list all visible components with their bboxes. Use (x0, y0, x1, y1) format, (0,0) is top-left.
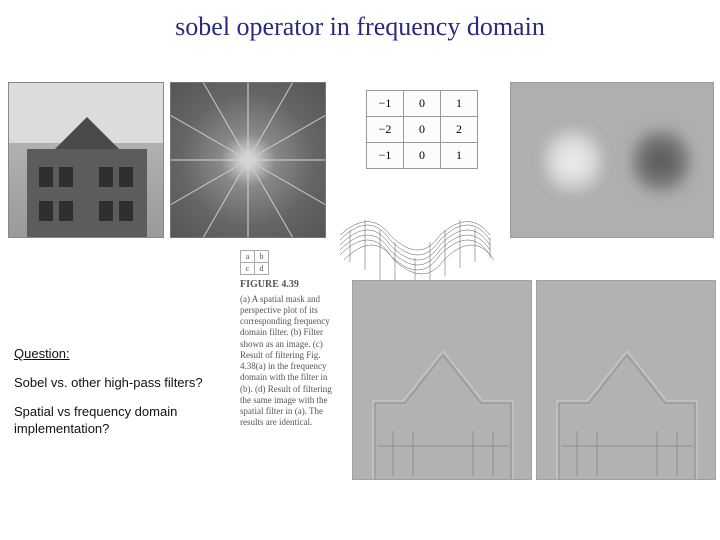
caption-grid-cell: d (255, 263, 269, 275)
kernel-cell: −1 (367, 143, 404, 169)
question-1: Sobel vs. other high-pass filters? (14, 375, 234, 392)
kernel-cell: −1 (367, 91, 404, 117)
filter-image (510, 82, 714, 238)
kernel-cell: 2 (441, 117, 478, 143)
slide-title: sobel operator in frequency domain (0, 12, 720, 42)
fft-spectrum-image (170, 82, 326, 238)
question-2: Spatial vs frequency domain implementati… (14, 404, 234, 438)
kernel-cell: 1 (441, 91, 478, 117)
mesh-plot (330, 180, 500, 290)
question-block: Question: Sobel vs. other high-pass filt… (14, 346, 234, 450)
kernel-cell: −2 (367, 117, 404, 143)
building-photo (8, 82, 164, 238)
caption-grid-cell: a (241, 251, 255, 263)
kernel-cell: 1 (441, 143, 478, 169)
figure-number: FIGURE 4.39 (240, 279, 340, 292)
figure-caption: ab cd FIGURE 4.39 (a) A spatial mask and… (240, 250, 340, 429)
kernel-cell: 0 (404, 117, 441, 143)
caption-grid: ab cd (240, 250, 269, 275)
edge-result-spatial (536, 280, 716, 480)
caption-grid-cell: b (255, 251, 269, 263)
edge-result-frequency (352, 280, 532, 480)
question-heading: Question: (14, 346, 234, 363)
kernel-cell: 0 (404, 91, 441, 117)
caption-grid-cell: c (241, 263, 255, 275)
sobel-kernel-table: −1 0 1 −2 0 2 −1 0 1 (366, 90, 478, 169)
kernel-cell: 0 (404, 143, 441, 169)
figure-caption-text: (a) A spatial mask and perspective plot … (240, 294, 332, 428)
